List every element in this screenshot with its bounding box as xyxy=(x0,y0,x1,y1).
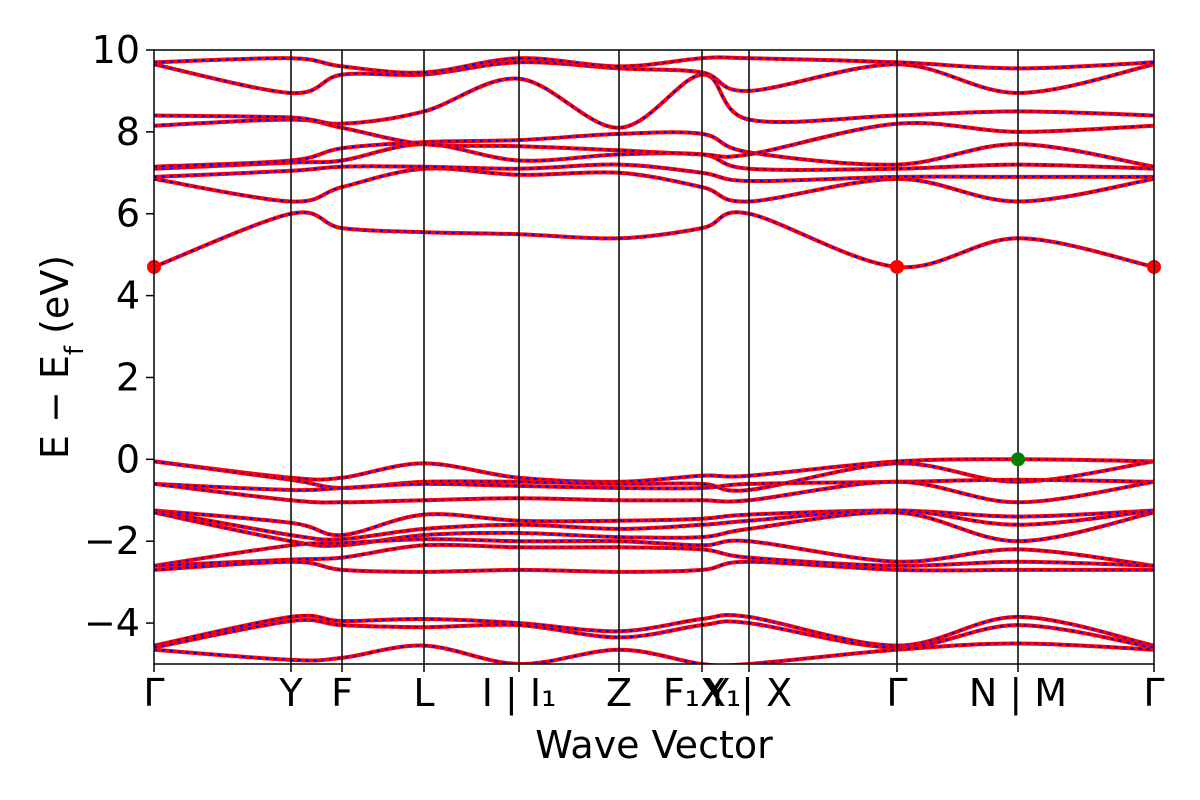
kpoint-lines xyxy=(290,50,1019,664)
x-tick-label-1: Y xyxy=(278,671,303,715)
y-tick-label-6: 8 xyxy=(116,110,140,154)
band-3-spin-down xyxy=(154,480,1154,504)
x-tick-label-3: L xyxy=(413,671,434,715)
band-15-spin-down xyxy=(154,163,1154,183)
band-2-spin-down xyxy=(154,478,1154,492)
x-tick-label-2: F xyxy=(331,671,353,715)
y-axis-title-sub: f xyxy=(60,345,90,355)
band-16-spin-down xyxy=(154,143,1154,171)
band-8-spin-up xyxy=(154,542,1154,568)
band-7-spin-down xyxy=(154,538,1154,567)
x-tick-label-4: I | I₁ xyxy=(482,671,557,716)
y-tick-label-7: 10 xyxy=(92,28,140,72)
cbm-marker-1 xyxy=(890,259,904,274)
plot-frame xyxy=(153,49,1155,665)
y-axis-title-unit: (eV) xyxy=(33,255,77,346)
y-ticks: −4 −2 0 2 4 6 8 10 xyxy=(84,28,154,645)
band-9-spin-down xyxy=(154,560,1154,573)
vbm-marker-0 xyxy=(1011,452,1025,467)
y-tick-label-3: 2 xyxy=(116,355,140,399)
y-axis-title: E − Ef (eV) xyxy=(33,255,90,459)
x-tick-label-5: Z xyxy=(606,671,632,715)
x-axis-title: Wave Vector xyxy=(535,723,773,767)
band-14-spin-down xyxy=(154,167,1154,203)
x-tick-label-9: N | M xyxy=(969,671,1067,716)
y-tick-label-5: 6 xyxy=(116,192,140,236)
y-tick-label-4: 4 xyxy=(116,274,140,318)
band-21-spin-up xyxy=(154,55,1154,75)
y-tick-label-1: −2 xyxy=(84,519,140,563)
band-19-spin-down xyxy=(154,73,1154,129)
band-14-spin-up xyxy=(154,166,1154,204)
bands-layer xyxy=(154,55,1154,664)
band-18-spin-down xyxy=(154,118,1154,158)
x-tick-label-7: Y | X xyxy=(705,671,792,716)
band-17-spin-down xyxy=(154,131,1154,168)
band-19-spin-up xyxy=(154,72,1154,130)
markers-layer xyxy=(147,259,1161,467)
band-12-spin-down xyxy=(154,642,1154,664)
band-0-spin-down xyxy=(154,458,1154,483)
band-10-spin-down xyxy=(154,613,1154,647)
y-tick-label-2: 0 xyxy=(116,437,140,481)
band-18-spin-up xyxy=(154,117,1154,159)
x-tick-label-10: Γ xyxy=(1143,671,1164,715)
y-axis-title-main: E − E xyxy=(33,355,77,459)
band-12-spin-up xyxy=(154,641,1154,664)
x-tick-label-0: Γ xyxy=(143,671,164,715)
band-6-spin-down xyxy=(154,511,1154,547)
band-4-spin-down xyxy=(154,509,1154,537)
x-tick-label-6: F₁X₁ xyxy=(663,671,741,715)
band-20-spin-down xyxy=(154,61,1154,95)
band-11-spin-down xyxy=(154,618,1154,649)
band-13-spin-up xyxy=(154,210,1154,270)
band-5-spin-down xyxy=(154,509,1154,541)
y-tick-label-0: −4 xyxy=(84,601,140,645)
x-tick-label-8: Γ xyxy=(886,671,907,715)
